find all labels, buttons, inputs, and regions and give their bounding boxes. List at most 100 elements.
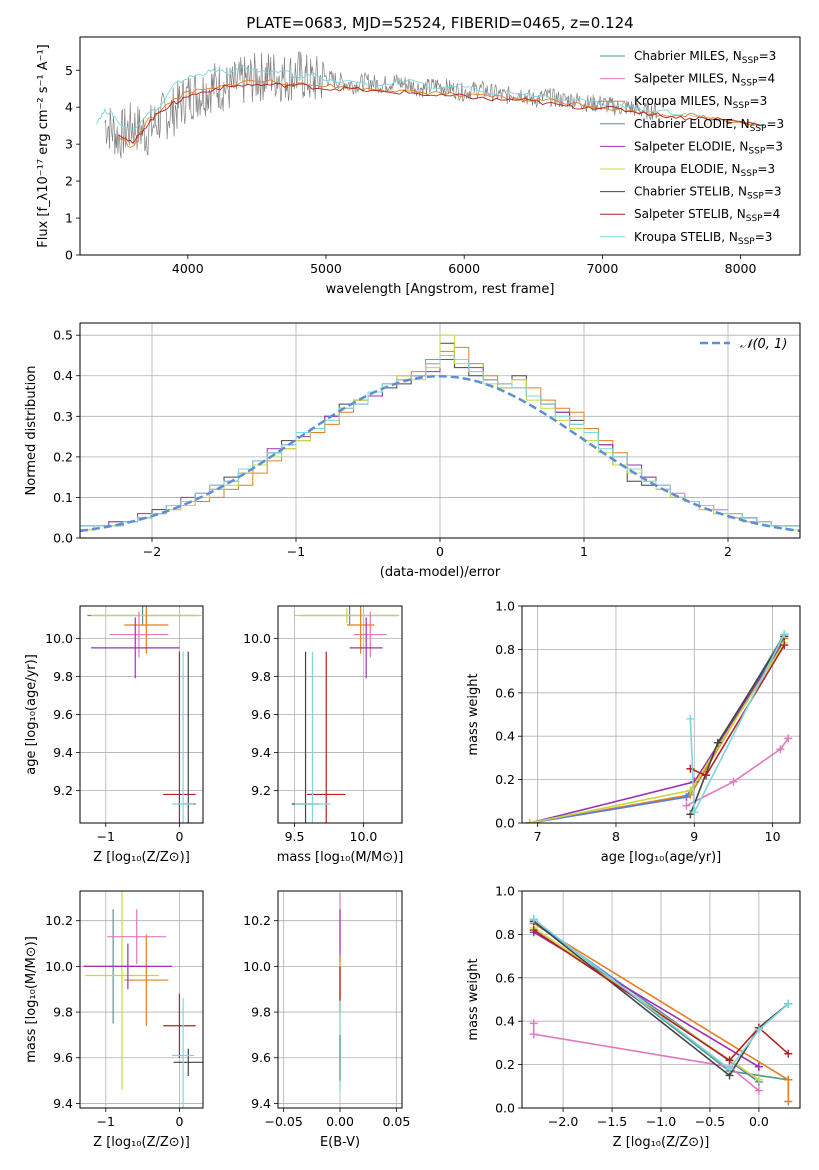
legend-label-subscript: SSP — [742, 56, 759, 66]
y-tick-label: 0.0 — [53, 531, 73, 546]
weight-point-marker — [702, 771, 711, 780]
spectrum-series-line — [118, 82, 764, 144]
y-tick-label: 9.6 — [251, 1050, 271, 1065]
legend-label: 𝒩(0, 1) — [740, 337, 787, 352]
x-axis-label: wavelength [Angstrom, rest frame] — [326, 282, 555, 297]
age-vs-mass-panel: 9.5 10.0 9.2 9.4 9.6 9.8 10.0 mass [log₁₀(M/M⊙)… — [243, 605, 403, 865]
weight-point-marker — [529, 915, 538, 924]
legend-label: Salpeter STELIB, NSSP=4 — [634, 207, 780, 224]
y-tick-label: 9.8 — [53, 669, 73, 684]
axes-frame — [79, 605, 204, 824]
x-tick-label: 1 — [580, 544, 588, 559]
weight-vs-metallicity-panel: −2.0 −1.5 −1.0 −0.5 0.0 0.0 0.2 0.4 0.6 0.8 1.0 Z [… — [466, 884, 801, 1150]
axes-frame — [79, 890, 204, 1109]
x-tick-label: 8 — [612, 829, 620, 844]
x-tick-label: 0 — [175, 1114, 183, 1129]
axes-frame — [277, 605, 403, 824]
legend-label: Kroupa STELIB, NSSP=3 — [634, 230, 772, 247]
spectrum-series-line — [96, 64, 764, 131]
y-tick-label: 1 — [65, 211, 73, 226]
y-tick-label: 0.6 — [495, 685, 515, 700]
weight-point-marker — [780, 630, 789, 639]
x-tick-label: 9 — [690, 829, 698, 844]
y-tick-label: 4 — [65, 100, 73, 115]
x-tick-label: −0.5 — [695, 1114, 725, 1129]
y-tick-label: 0 — [65, 248, 73, 263]
legend-label: Chabrier STELIB, NSSP=3 — [634, 185, 782, 202]
y-tick-label: 10.2 — [243, 913, 271, 928]
y-tick-label: 9.6 — [251, 707, 271, 722]
legend-label: Salpeter MILES, NSSP=4 — [634, 72, 775, 89]
weight-series-line — [532, 1023, 760, 1092]
x-tick-label: 0.00 — [326, 1114, 354, 1129]
y-tick-label: 0.6 — [495, 970, 515, 985]
legend-label-suffix: =3 — [764, 185, 782, 199]
weight-series-line — [529, 633, 785, 823]
y-tick-label: 2 — [65, 174, 73, 189]
y-axis-label: mass weight — [466, 673, 481, 755]
weight-point-marker — [725, 1064, 734, 1073]
y-tick-label: 0.0 — [495, 816, 515, 831]
x-axis-label: age [log₁₀(age/yr)] — [601, 850, 722, 865]
x-tick-label: 8000 — [725, 261, 757, 276]
legend: Chabrier MILES, NSSP=3 Salpeter MILES, NS… — [600, 49, 784, 247]
x-axis-label: Z [log₁₀(Z/Z⊙)] — [613, 1135, 710, 1150]
y-tick-label: 10.2 — [45, 913, 73, 928]
y-tick-label: 1.0 — [495, 599, 515, 614]
legend-label: Kroupa ELODIE, NSSP=3 — [634, 162, 775, 179]
y-tick-label: 9.4 — [251, 745, 271, 760]
y-tick-label: 3 — [65, 137, 73, 152]
weight-point-marker — [754, 1062, 763, 1071]
plot-area — [96, 51, 764, 159]
x-tick-label: −0.05 — [264, 1114, 302, 1129]
x-tick-label: 10.0 — [350, 829, 378, 844]
x-tick-label: −1 — [97, 829, 115, 844]
axes-frame — [521, 890, 801, 1109]
legend-label-subscript: SSP — [733, 101, 750, 111]
weight-series-line — [529, 642, 785, 823]
x-axis-label: E(B-V) — [320, 1135, 360, 1150]
weight-series-line — [533, 920, 789, 1077]
mass-vs-metallicity-panel: −1 0 9.4 9.6 9.8 10.0 10.2 Z [log₁₀(Z/Z⊙)] mass … — [24, 890, 204, 1150]
x-axis-label: Z [log₁₀(Z/Z⊙)] — [93, 1135, 190, 1150]
weight-point-marker — [754, 1086, 763, 1095]
weight-point-marker — [690, 808, 699, 817]
y-tick-label: 10.0 — [45, 959, 73, 974]
x-tick-label: −1 — [97, 1114, 115, 1129]
weight-point-marker — [725, 1056, 734, 1065]
y-tick-label: 9.8 — [251, 669, 271, 684]
legend-label-subscript: SSP — [747, 192, 764, 202]
weight-series-line — [529, 638, 785, 823]
legend-label-suffix: =4 — [763, 207, 781, 221]
x-tick-label: −1.5 — [597, 1114, 627, 1129]
legend-label-subscript: SSP — [746, 214, 763, 224]
x-tick-label: 9.5 — [285, 829, 305, 844]
legend-label-suffix: =3 — [759, 49, 777, 63]
legend-label: Chabrier ELODIE, NSSP=3 — [634, 117, 784, 134]
y-tick-label: 0.2 — [495, 772, 515, 787]
x-axis-label: (data-model)/error — [380, 565, 501, 580]
weight-point-marker — [713, 738, 722, 747]
weight-point-marker — [529, 926, 538, 935]
y-tick-label: 10.0 — [45, 631, 73, 646]
legend-label-suffix: =4 — [757, 72, 775, 86]
plot-area — [291, 606, 400, 823]
y-tick-label: 9.2 — [251, 783, 271, 798]
figure-title: PLATE=0683, MJD=52524, FIBERID=0465, z=0… — [246, 14, 633, 32]
weight-point-marker — [780, 641, 789, 650]
weight-point-marker — [784, 1075, 793, 1084]
y-tick-label: 9.6 — [53, 707, 73, 722]
legend-label: Chabrier MILES, NSSP=3 — [634, 49, 776, 66]
y-tick-label: 5 — [65, 63, 73, 78]
y-tick-label: 9.4 — [53, 745, 73, 760]
y-tick-label: 0.5 — [53, 328, 73, 343]
y-tick-label: 9.4 — [53, 1096, 73, 1111]
weight-series-line — [533, 929, 789, 1062]
y-tick-label: 9.4 — [251, 1096, 271, 1111]
y-tick-label: 0.2 — [53, 449, 73, 464]
y-axis-label: Normed distribution — [24, 366, 39, 496]
weight-point-marker — [686, 714, 695, 723]
residuals-panel: −2 −1 0 1 2 0.0 0.1 0.2 0.3 0.4 0.5 (data-model)/er… — [24, 322, 801, 580]
weight-point-marker — [529, 1019, 538, 1028]
x-tick-label: 0 — [175, 829, 183, 844]
